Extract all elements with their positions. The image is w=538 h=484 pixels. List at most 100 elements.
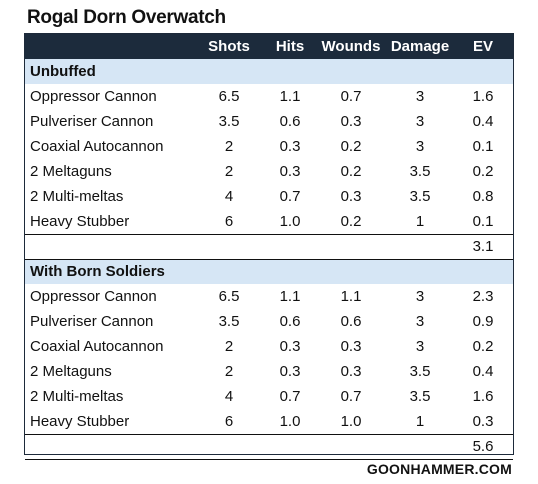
cell-ev: 2.3 (472, 288, 494, 305)
cell-shots: 6 (224, 412, 234, 430)
cell-damage: 3 (415, 338, 425, 355)
cell-damage: 3.5 (409, 188, 431, 205)
total-spacer (25, 233, 193, 260)
header-shots: Shots (208, 38, 250, 55)
page-title: Rogal Dorn Overwatch (27, 7, 226, 28)
cell-hits: 0.7 (279, 388, 301, 405)
table-row: 2 Meltaguns 2 0.3 0.2 3.5 0.2 (25, 159, 513, 184)
cell-hits: 0.7 (279, 188, 301, 205)
cell-weapon-name: Coaxial Autocannon (30, 338, 164, 355)
cell-shots: 4 (224, 188, 234, 205)
cell-weapon-name: Coaxial Autocannon (30, 138, 164, 155)
cell-weapon-name: 2 Meltaguns (30, 163, 112, 180)
cell-hits: 0.6 (279, 113, 301, 130)
cell-damage: 3 (415, 113, 425, 130)
cell-wounds: 0.6 (340, 313, 362, 330)
cell-hits: 1.0 (279, 412, 301, 430)
total-spacer (387, 433, 453, 460)
cell-shots: 2 (224, 363, 234, 380)
cell-weapon-name: Oppressor Cannon (30, 88, 157, 105)
table-row: Oppressor Cannon 6.5 1.1 1.1 3 2.3 (25, 284, 513, 309)
cell-hits: 0.3 (279, 363, 301, 380)
cell-wounds: 0.3 (340, 188, 362, 205)
section-label: With Born Soldiers (30, 263, 165, 281)
table-row: 2 Meltaguns 2 0.3 0.3 3.5 0.4 (25, 359, 513, 384)
cell-ev: 0.3 (472, 412, 494, 430)
cell-shots: 6.5 (218, 88, 240, 105)
cell-wounds: 1.1 (340, 288, 362, 305)
cell-wounds: 0.2 (340, 138, 362, 155)
cell-shots: 6 (224, 212, 234, 230)
cell-hits: 0.3 (279, 338, 301, 355)
cell-wounds: 0.2 (340, 212, 362, 230)
table-header-row: Shots Hits Wounds Damage EV (25, 34, 513, 59)
cell-ev: 0.8 (472, 188, 494, 205)
cell-shots: 2 (224, 138, 234, 155)
section-label: Unbuffed (30, 63, 96, 80)
cell-ev: 0.1 (472, 212, 494, 230)
cell-hits: 0.3 (279, 163, 301, 180)
cell-damage: 1 (415, 412, 425, 430)
cell-weapon-name: Pulveriser Cannon (30, 113, 154, 130)
cell-wounds: 1.0 (340, 412, 362, 430)
total-spacer (315, 233, 387, 260)
cell-ev: 0.9 (472, 313, 494, 330)
overwatch-table-frame: Shots Hits Wounds Damage EV Unbuffed Oppr… (24, 33, 514, 460)
cell-weapon-name: 2 Multi-meltas (30, 188, 124, 205)
cell-damage: 3 (415, 88, 425, 105)
cell-hits: 0.3 (279, 138, 301, 155)
cell-weapon-name: Heavy Stubber (30, 212, 130, 230)
total-spacer (387, 233, 453, 260)
cell-wounds: 0.2 (340, 163, 362, 180)
table-body: Unbuffed Oppressor Cannon 6.5 1.1 0.7 3 1.6 Pul… (25, 59, 513, 460)
cell-wounds: 0.7 (340, 388, 362, 405)
cell-damage: 1 (415, 212, 425, 230)
site-credit: GOONHAMMER.COM (366, 461, 512, 477)
cell-hits: 1.1 (279, 88, 301, 105)
cell-ev: 0.2 (472, 163, 494, 180)
table-row: Oppressor Cannon 6.5 1.1 0.7 3 1.6 (25, 84, 513, 109)
cell-ev: 0.4 (472, 113, 494, 130)
cell-hits: 1.1 (279, 288, 301, 305)
cell-ev: 0.4 (472, 363, 494, 380)
cell-damage: 3 (415, 313, 425, 330)
overwatch-table: Shots Hits Wounds Damage EV Unbuffed Oppr… (25, 34, 513, 460)
cell-wounds: 0.3 (340, 113, 362, 130)
total-spacer (265, 433, 315, 460)
table-row: 2 Multi-meltas 4 0.7 0.3 3.5 0.8 (25, 184, 513, 209)
cell-shots: 6.5 (218, 288, 240, 305)
cell-ev: 1.6 (472, 388, 494, 405)
cell-weapon-name: Oppressor Cannon (30, 288, 157, 305)
section-header-row: With Born Soldiers (25, 259, 513, 284)
table-row: Coaxial Autocannon 2 0.3 0.2 3 0.1 (25, 134, 513, 159)
cell-weapon-name: Heavy Stubber (30, 412, 130, 430)
cell-shots: 2 (224, 338, 234, 355)
table-row: Heavy Stubber 6 1.0 1.0 1 0.3 (25, 409, 513, 434)
cell-wounds: 0.7 (340, 88, 362, 105)
table-row: Pulveriser Cannon 3.5 0.6 0.6 3 0.9 (25, 309, 513, 334)
cell-shots: 2 (224, 163, 234, 180)
total-spacer (25, 433, 193, 460)
cell-damage: 3.5 (409, 388, 431, 405)
table-row: Coaxial Autocannon 2 0.3 0.3 3 0.2 (25, 334, 513, 359)
header-ev: EV (472, 38, 493, 55)
cell-hits: 1.0 (279, 212, 301, 230)
total-row: 3.1 (25, 233, 513, 260)
cell-hits: 0.6 (279, 313, 301, 330)
total-spacer (193, 433, 265, 460)
cell-shots: 3.5 (218, 113, 240, 130)
table-row: Heavy Stubber 6 1.0 0.2 1 0.1 (25, 209, 513, 234)
cell-ev: 0.1 (472, 138, 494, 155)
table-row: 2 Multi-meltas 4 0.7 0.7 3.5 1.6 (25, 384, 513, 409)
header-weapon (25, 34, 193, 59)
total-spacer (193, 233, 265, 260)
header-hits: Hits (275, 38, 305, 55)
cell-ev: 0.2 (472, 338, 494, 355)
cell-wounds: 0.3 (340, 338, 362, 355)
cell-damage: 3.5 (409, 163, 431, 180)
header-wounds: Wounds (321, 38, 381, 55)
total-spacer (265, 233, 315, 260)
cell-damage: 3 (415, 288, 425, 305)
cell-damage: 3 (415, 138, 425, 155)
cell-ev: 1.6 (472, 88, 494, 105)
